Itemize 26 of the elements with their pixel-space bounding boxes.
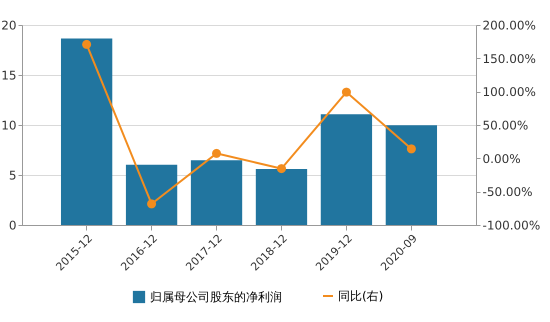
y-tick-label: 20 — [1, 18, 16, 32]
y-tick-label: 5 — [8, 168, 16, 182]
point — [342, 88, 351, 97]
y2-tick-label: 50.00% — [482, 118, 528, 132]
point — [212, 148, 222, 158]
bar — [320, 114, 372, 225]
y2-tick-label: 200.00% — [482, 18, 536, 32]
y-tick-label: 15 — [1, 68, 16, 82]
y-tick-label: 10 — [1, 118, 16, 132]
point — [406, 144, 416, 154]
y-tick-label: 0 — [8, 218, 16, 232]
bar — [126, 164, 178, 225]
y2-tick-label: 100.00% — [482, 85, 536, 100]
point — [276, 164, 286, 174]
legend-label: 同比(右) — [338, 289, 384, 303]
y2-tick-label: 150.00% — [482, 52, 536, 66]
legend-label: 归属母公司股东的净利润 — [150, 290, 282, 304]
bar — [256, 169, 308, 225]
y2-tick-label: -50.00% — [482, 185, 533, 200]
y2-tick-label: -100.00% — [482, 218, 540, 232]
point — [82, 40, 92, 49]
point — [147, 199, 156, 208]
bar — [190, 160, 242, 225]
bar — [386, 125, 438, 225]
bar — [60, 38, 112, 225]
y2-tick-label: 0.00% — [482, 152, 521, 166]
